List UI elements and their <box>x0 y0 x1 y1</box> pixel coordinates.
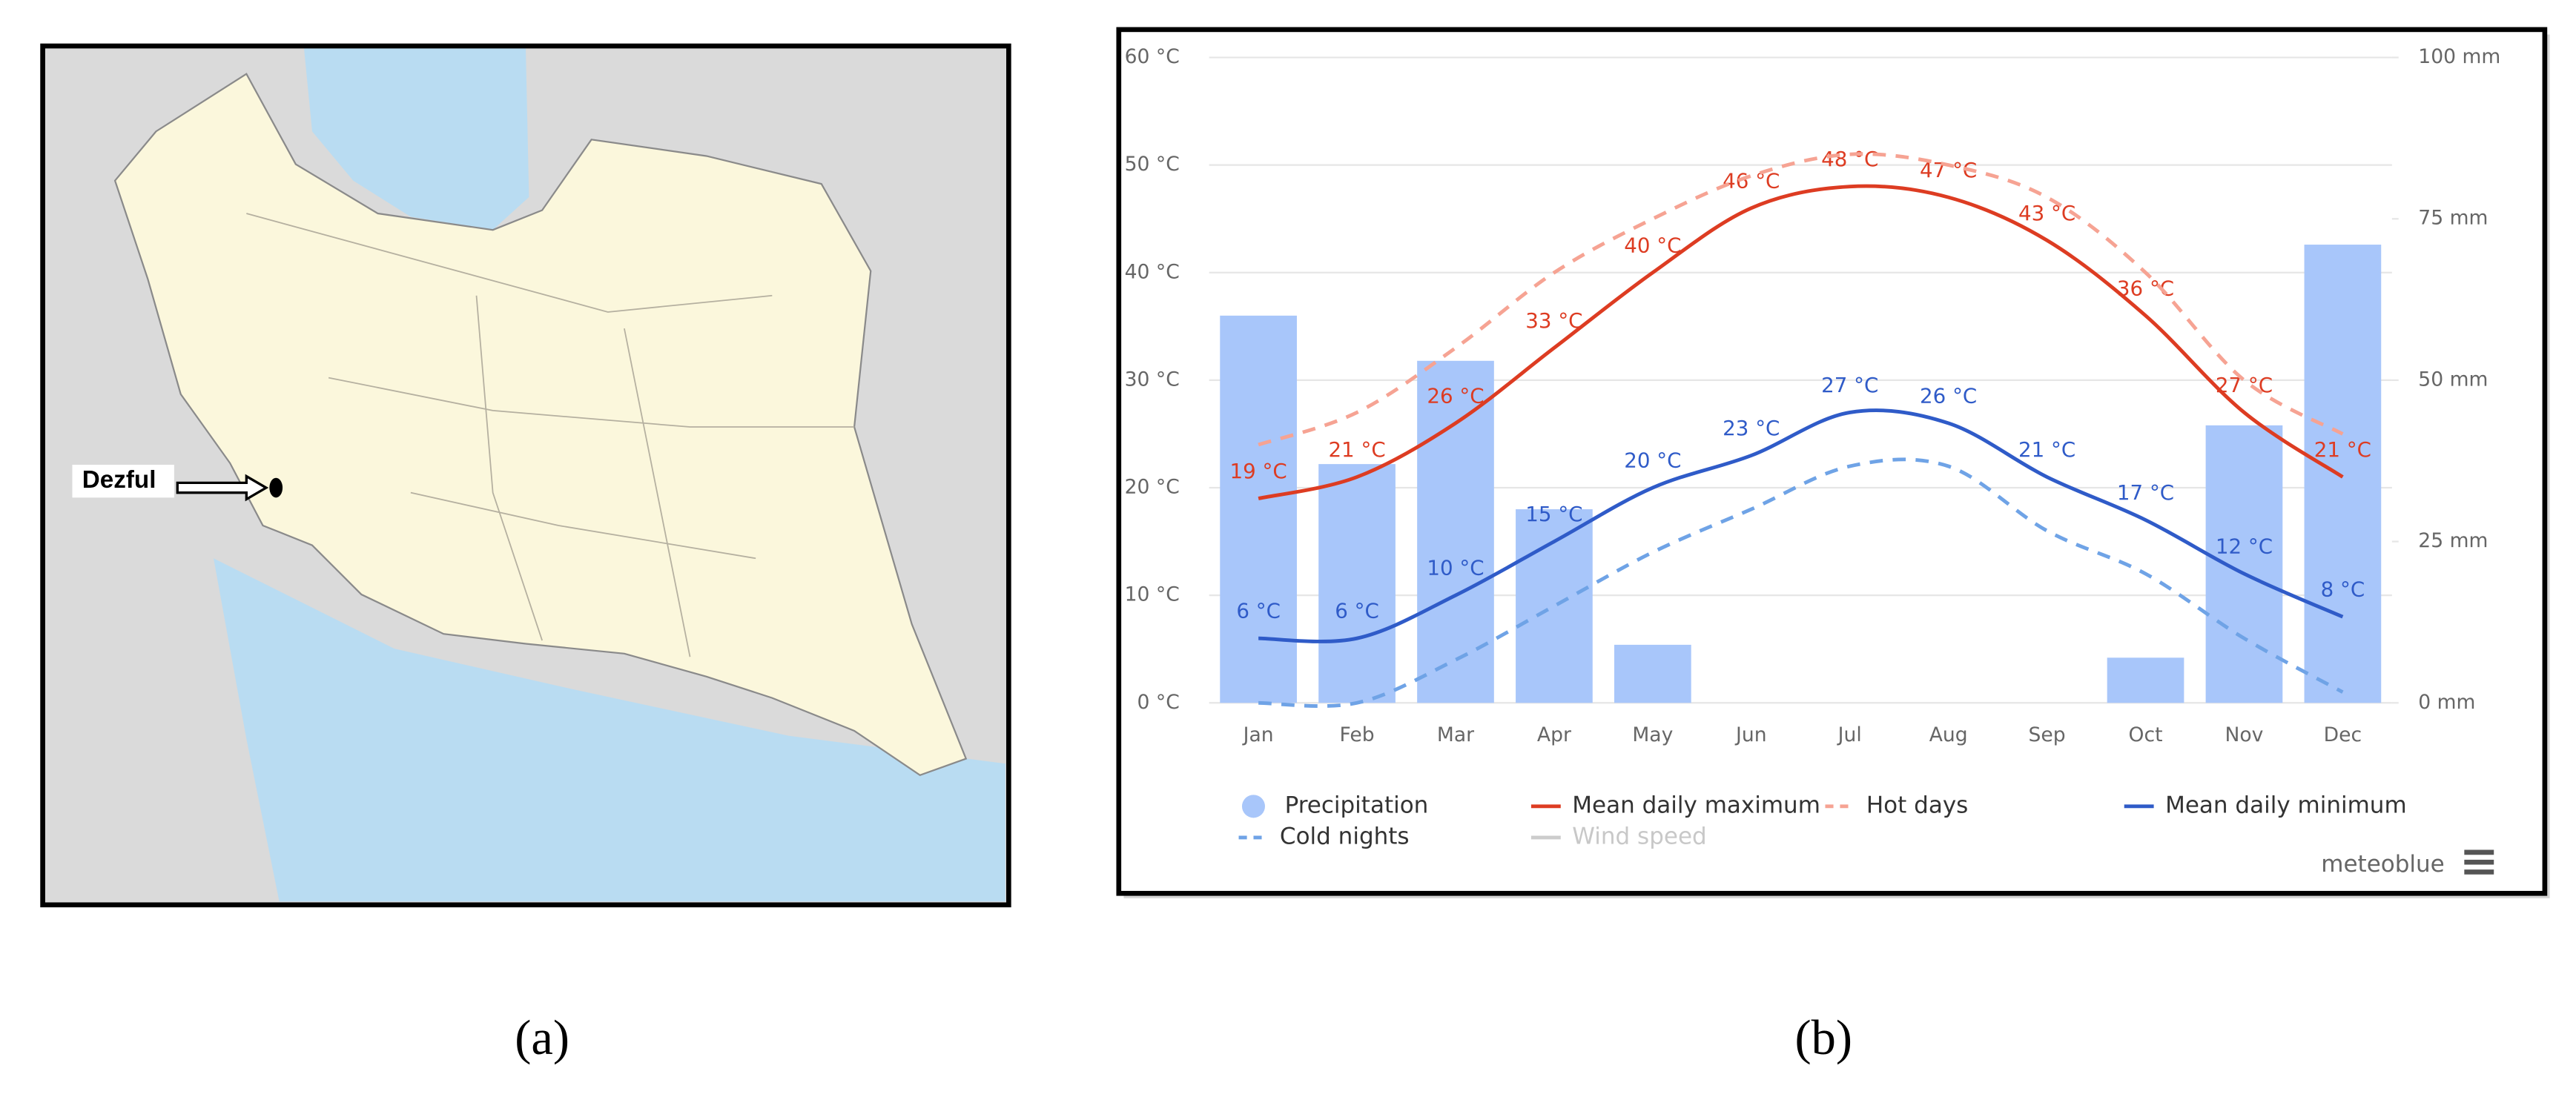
y-tick-label: 50 °C <box>1125 153 1180 176</box>
y-tick-label: 0 °C <box>1137 691 1180 714</box>
x-tick-label: Nov <box>2225 723 2264 746</box>
caption: (b) <box>1795 1011 1853 1065</box>
data-label: 20 °C <box>1624 448 1681 473</box>
x-tick-label: Feb <box>1340 723 1375 746</box>
x-tick-label: Apr <box>1537 723 1571 746</box>
map-panel: Dezful <box>40 43 1011 908</box>
persian-gulf <box>214 558 1005 902</box>
y2-tick-label: 25 mm <box>2418 529 2488 552</box>
y2-tick-label: 100 mm <box>2418 45 2500 68</box>
legend-label: Wind speed <box>1572 823 1706 849</box>
y-tick-label: 20 °C <box>1125 476 1180 499</box>
line <box>1258 184 2344 500</box>
data-label: 23 °C <box>1723 416 1780 440</box>
y2-tick-label: 50 mm <box>2418 368 2488 391</box>
bar <box>2107 657 2184 703</box>
legend-label: Mean daily minimum <box>2165 792 2407 818</box>
x-tick-label: May <box>1632 723 1673 746</box>
data-label: 27 °C <box>2216 373 2273 397</box>
data-label: 43 °C <box>2018 201 2075 225</box>
data-label: 26 °C <box>1427 384 1484 408</box>
data-label: 10 °C <box>1427 556 1484 580</box>
caspian-sea <box>303 47 529 231</box>
legend-label: Hot days <box>1866 792 1968 818</box>
chart: 0 °C 10 °C 20 °C 30 °C 40 °C 50 °C 60 °C 0 mm 25… <box>1125 45 2501 849</box>
x-tick-label: Jan <box>1242 723 1274 746</box>
line <box>1258 152 2344 447</box>
y2-tick-label: 0 mm <box>2418 691 2475 714</box>
data-label: 48 °C <box>1821 147 1878 171</box>
data-label: 26 °C <box>1920 384 1977 408</box>
x-tick-label: Jul <box>1837 723 1862 746</box>
bar <box>1516 509 1593 703</box>
data-label: 12 °C <box>2216 534 2273 559</box>
data-label: 33 °C <box>1525 308 1582 333</box>
data-label: 6 °C <box>1236 599 1281 623</box>
map-frame <box>40 43 1011 908</box>
x-tick-label: Aug <box>1929 723 1968 746</box>
legend-label: Mean daily maximum <box>1572 792 1820 818</box>
data-label: 19 °C <box>1230 459 1287 483</box>
y-tick-label: 40 °C <box>1125 260 1180 283</box>
line <box>1258 408 2344 643</box>
data-label: 15 °C <box>1525 502 1582 526</box>
y-tick-label: 10 °C <box>1125 583 1180 606</box>
caption: (a) <box>515 1011 569 1065</box>
arrow <box>176 474 269 502</box>
data-label: 40 °C <box>1624 233 1681 257</box>
data-label: 17 °C <box>2117 480 2174 505</box>
data-label: 46 °C <box>1723 168 1780 193</box>
data-label: 21 °C <box>1328 437 1385 462</box>
city-dot <box>269 477 283 498</box>
data-label: 21 °C <box>2314 437 2371 462</box>
bar <box>1220 315 1297 703</box>
city-label: Dezful <box>82 466 156 494</box>
y-tick-label: 30 °C <box>1125 368 1180 391</box>
x-tick-label: Sep <box>2029 723 2066 746</box>
legend-label: Cold nights <box>1280 823 1410 849</box>
data-label: 27 °C <box>1821 373 1878 397</box>
bar <box>1318 464 1396 703</box>
x-tick-label: Jun <box>1734 723 1767 746</box>
y2-tick-label: 75 mm <box>2418 207 2488 230</box>
x-tick-label: Mar <box>1437 723 1474 746</box>
x-tick-label: Dec <box>2324 723 2362 746</box>
data-label: 8 °C <box>2321 577 2365 602</box>
bar <box>1417 360 1494 703</box>
menu-icon[interactable] <box>2464 849 2494 875</box>
bar <box>2304 245 2382 703</box>
x-tick-label: Oct <box>2129 723 2163 746</box>
data-label: 21 °C <box>2018 437 2075 462</box>
legend-swatch <box>1241 795 1265 818</box>
bar <box>2205 425 2283 703</box>
y-tick-label: 60 °C <box>1125 45 1180 68</box>
province-borders <box>246 213 855 657</box>
bar <box>1614 644 1691 703</box>
legend-label: Precipitation <box>1285 792 1429 818</box>
credit: meteoblue <box>2321 851 2444 878</box>
data-label: 36 °C <box>2117 276 2174 300</box>
data-label: 6 °C <box>1335 599 1379 623</box>
label-bg <box>72 465 174 498</box>
